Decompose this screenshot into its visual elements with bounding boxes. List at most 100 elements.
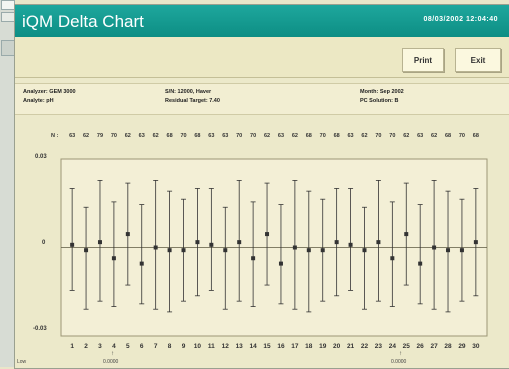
error-bar-point-29 [459,198,465,302]
error-bar-point-26 [417,204,423,305]
background-window-tab [1,40,15,56]
sample-count-value: 63 [138,133,145,139]
x-tick-label: 8 [167,343,172,350]
error-bar-point-23 [375,180,381,302]
x-tick-label: 11 [207,343,215,350]
serial-number-label: S/N: 12000, Haver [165,89,212,95]
sample-count-value: 70 [180,133,187,139]
x-tick-label: 14 [249,343,257,350]
window-title: iQM Delta Chart [22,12,144,31]
error-bar-point-18 [306,190,312,313]
x-tick-label: 12 [221,343,229,350]
print-button[interactable]: Print [402,48,444,72]
sample-count-value: 63 [69,133,76,139]
y-tick-label-bottom: -0.03 [33,326,47,332]
toolbar: Print Exit [15,37,509,78]
error-bar-point-7 [153,180,159,310]
delta-chart: 0.03 0 -0.03 1 2 3 4 5 6 7 8 9 10 11 12 13 14 15 16 17 18… [15,5,509,368]
sample-count-value: 68 [444,133,452,139]
x-tick-label: 5 [126,343,130,350]
error-bar-point-30 [473,188,479,297]
error-bar-point-25 [403,182,409,286]
x-tick-label: 24 [388,343,396,350]
x-tick-label: 4 [112,343,116,350]
sample-count-value: 63 [347,133,354,139]
x-tick-label: 6 [139,343,144,350]
datetime-display: 08/03/2002 12:04:40 [423,16,498,23]
error-bar-point-28 [445,190,451,313]
sample-count-value: 68 [333,133,340,139]
x-tick-label: 7 [153,343,158,350]
error-bar-point-22 [361,206,367,310]
x-tick-label: 17 [291,343,299,350]
x-tick-label: 1 [70,343,74,350]
x-tick-label: 9 [181,343,186,350]
x-tick-label: 19 [319,343,327,350]
error-bar-point-12 [222,206,228,310]
x-tick-label: 29 [458,343,466,350]
error-bar-point-9 [181,198,187,302]
background-window-tab [1,12,15,22]
x-tick-label: 30 [472,343,480,350]
error-bar-point-5 [125,182,131,286]
x-tick-label: 27 [430,343,438,350]
x-tick-label: 2 [84,343,88,350]
footer-marker1-label: 0.0000 [103,359,119,365]
error-bar-point-17 [292,180,298,310]
x-axis-labels: 1 2 3 4 5 6 7 8 9 10 11 12 13 14 15 16 17 18 19 20 21 22 23 24 2… [15,343,509,353]
error-bar-point-13 [236,180,242,302]
error-bar-point-21 [348,188,354,291]
sample-count-value: 70 [110,133,117,139]
x-tick-label: 26 [416,343,424,350]
analyzer-info-panel: Analyzer: GEM 3000 Analyte: pH S/N: 1200… [15,83,509,115]
error-bar-point-4 [111,201,117,307]
y-tick-label-top: 0.03 [35,154,47,160]
error-bar-point-3 [97,180,103,302]
error-bar-point-19 [320,198,326,302]
sample-count-value: 70 [458,133,465,139]
x-tick-label: 25 [402,343,410,350]
sample-count-value: 62 [403,133,410,139]
x-tick-label: 10 [193,343,202,350]
sample-count-value: 70 [375,133,382,139]
error-bar-point-14 [250,201,256,307]
x-tick-label: 16 [277,343,285,350]
title-bar: iQM Delta Chart 08/03/2002 12:04:40 [15,5,509,37]
sample-count-value: 62 [124,133,131,139]
error-bar-point-24 [389,201,395,307]
delta-chart-window: iQM Delta Chart 08/03/2002 12:04:40 Prin… [14,4,509,369]
x-tick-label: 18 [305,343,313,350]
sample-count-value: 68 [194,133,201,139]
error-bar-point-6 [139,204,145,305]
sample-count-value: 79 [96,133,104,139]
sample-count-value: 62 [291,133,298,139]
sample-count-value: 63 [417,133,424,139]
sample-count-value: 62 [152,133,159,139]
x-tick-label: 13 [235,343,243,350]
sample-count-value: 62 [82,133,90,139]
pc-solution-label: PC Solution: B [360,98,399,104]
sample-count-value: 62 [263,133,271,139]
residual-target-label: Residual Target: 7.40 [165,98,220,104]
y-tick-label-zero: 0 [42,240,46,246]
footer-marker2-label: 0.0000 [391,359,407,365]
sample-count-value: 62 [431,133,438,139]
x-tick-label: 3 [98,343,102,350]
sample-count-value: 70 [319,133,326,139]
x-tick-label: 22 [360,343,369,350]
analyzer-label: Analyzer: GEM 3000 [23,89,76,95]
x-tick-label: 15 [263,343,271,350]
delta-chart-svg [60,158,488,337]
x-tick-label: 23 [374,343,383,350]
error-bar-point-20 [334,188,340,297]
error-bar-point-15 [264,182,270,286]
error-bar-point-8 [167,190,173,313]
exit-button[interactable]: Exit [455,48,501,72]
error-bar-point-2 [83,206,89,310]
x-tick-label: 28 [444,343,452,350]
sample-count-value: 68 [305,133,312,139]
x-tick-label: 20 [333,343,341,350]
sample-count-value: 70 [389,133,396,139]
sample-count-value: 63 [277,133,285,139]
x-tick-label: 21 [346,343,355,350]
